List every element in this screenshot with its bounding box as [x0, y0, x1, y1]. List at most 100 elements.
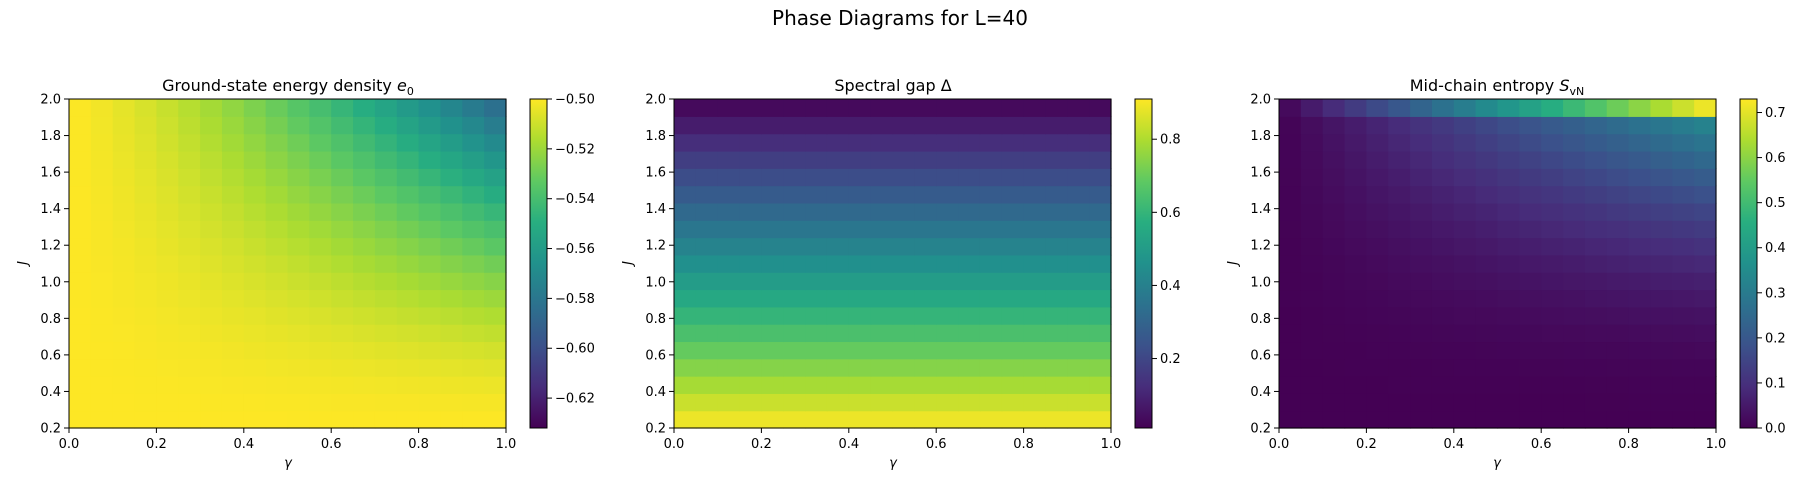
- entropy-colorbar: [1739, 98, 1758, 429]
- heatmap-cell: [739, 237, 762, 256]
- heatmap-cell: [90, 272, 114, 291]
- heatmap-cell: [1541, 410, 1564, 429]
- heatmap-cell: [134, 220, 157, 239]
- heatmap-cell: [287, 324, 310, 343]
- heatmap-cell: [112, 341, 136, 360]
- heatmap-cell: [1650, 202, 1673, 221]
- heatmap-cell: [958, 254, 981, 273]
- heatmap-cell: [1001, 185, 1025, 204]
- y-tick-label: 0.6: [645, 348, 666, 363]
- heatmap-cell: [90, 410, 114, 429]
- heatmap-cell: [783, 99, 806, 117]
- heatmap-cell: [156, 272, 179, 291]
- heatmap-cell: [112, 306, 136, 325]
- heatmap-cell: [1300, 324, 1324, 343]
- heatmap-cell: [979, 168, 1003, 187]
- heatmap-cell: [717, 341, 741, 360]
- heatmap-cell: [418, 341, 442, 360]
- heatmap-cell: [739, 324, 762, 343]
- heatmap-cell: [287, 272, 310, 291]
- y-tick-label: 1.6: [1250, 166, 1271, 181]
- heatmap-cell: [958, 202, 981, 221]
- heatmap-cell: [243, 306, 267, 325]
- heatmap-cell: [331, 254, 354, 273]
- heatmap-cell: [1001, 272, 1025, 291]
- heatmap-cell: [914, 272, 937, 291]
- energy-density-y-axis: 0.2 0.4 0.6 0.8 1.0 1.2 1.4 1.6 1.8 2.0: [40, 93, 69, 437]
- heatmap-cell: [674, 237, 697, 256]
- heatmap-cell: [1023, 185, 1047, 204]
- heatmap-cell: [396, 150, 420, 169]
- heatmap-cell: [353, 150, 376, 169]
- heatmap-cell: [805, 289, 828, 308]
- heatmap-cell: [1606, 254, 1630, 273]
- heatmap-cell: [1045, 220, 1068, 239]
- heatmap-cell: [1300, 272, 1324, 291]
- heatmap-cell: [156, 237, 179, 256]
- heatmap-cell: [440, 168, 463, 187]
- heatmap-cell: [484, 306, 507, 325]
- heatmap-cell: [1023, 393, 1047, 412]
- heatmap-cell: [1453, 410, 1477, 429]
- heatmap-cell: [69, 254, 92, 273]
- heatmap-cell: [739, 341, 762, 360]
- x-tick-label: 1.0: [496, 437, 517, 452]
- heatmap-cell: [783, 133, 806, 152]
- heatmap-cell: [674, 376, 697, 394]
- heatmap-cell: [695, 376, 719, 394]
- heatmap-cell: [200, 272, 223, 291]
- heatmap-cell: [826, 99, 850, 117]
- heatmap-cell: [1410, 358, 1433, 377]
- entropy-panel: Mid-chain entropy SvN 0.0 0.2 0.4 0.6 0.8 1.0…: [1226, 76, 1786, 471]
- heatmap-cell: [331, 341, 354, 360]
- y-tick-label: 0.6: [1250, 348, 1271, 363]
- heatmap-cell: [936, 150, 959, 169]
- heatmap-cell: [1322, 150, 1346, 169]
- heatmap-cell: [418, 410, 442, 429]
- heatmap-cell: [156, 133, 179, 152]
- heatmap-cell: [1519, 185, 1542, 204]
- heatmap-cell: [1322, 133, 1346, 152]
- heatmap-cell: [1541, 202, 1564, 221]
- heatmap-cell: [331, 393, 354, 412]
- heatmap-cell: [353, 254, 376, 273]
- colorbar-tick-label: 0.0: [1765, 422, 1786, 437]
- heatmap-cell: [221, 254, 245, 273]
- heatmap-cell: [1453, 306, 1477, 325]
- heatmap-cell: [156, 341, 179, 360]
- heatmap-cell: [1431, 289, 1455, 308]
- heatmap-cell: [1089, 185, 1112, 204]
- heatmap-cell: [309, 220, 332, 239]
- heatmap-cell: [418, 306, 442, 325]
- heatmap-cell: [1694, 289, 1717, 308]
- heatmap-cell: [112, 116, 136, 135]
- heatmap-cell: [200, 168, 223, 187]
- heatmap-cell: [1001, 410, 1025, 429]
- heatmap-cell: [826, 393, 850, 412]
- heatmap-cell: [156, 202, 179, 221]
- heatmap-cell: [870, 202, 894, 221]
- heatmap-cell: [1089, 358, 1112, 377]
- heatmap-cell: [848, 376, 872, 394]
- y-tick-label: 1.4: [645, 202, 666, 217]
- heatmap-cell: [1497, 220, 1520, 239]
- heatmap-cell: [1300, 410, 1324, 429]
- heatmap-cell: [1628, 376, 1652, 394]
- heatmap-cell: [1672, 150, 1695, 169]
- heatmap-cell: [90, 116, 114, 135]
- heatmap-cell: [1410, 237, 1433, 256]
- heatmap-cell: [674, 341, 697, 360]
- heatmap-cell: [1694, 376, 1717, 394]
- heatmap-cell: [1279, 220, 1302, 239]
- heatmap-cell: [1344, 202, 1367, 221]
- heatmap-cell: [112, 358, 136, 377]
- heatmap-cell: [1628, 324, 1652, 343]
- heatmap-cell: [134, 410, 157, 429]
- heatmap-cell: [1563, 376, 1586, 394]
- heatmap-cell: [870, 341, 894, 360]
- heatmap-cell: [1650, 272, 1673, 291]
- x-tick-label: 0.6: [1531, 437, 1552, 452]
- heatmap-cell: [484, 168, 507, 187]
- heatmap-cell: [674, 410, 697, 429]
- heatmap-cell: [805, 341, 828, 360]
